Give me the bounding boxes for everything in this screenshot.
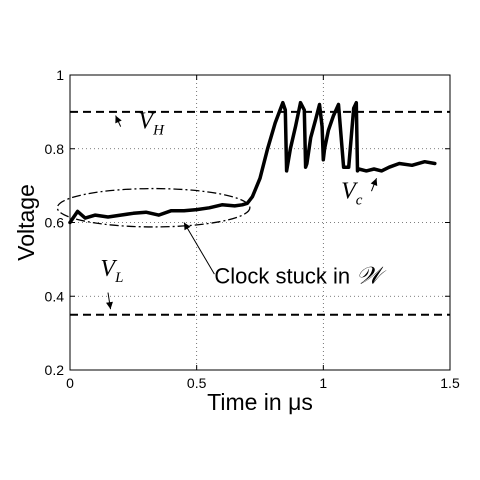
tick-marks <box>69 74 451 371</box>
clock-arrowhead <box>184 222 191 231</box>
y-tick-label: 1 <box>56 67 64 83</box>
clock-stuck-label: Clock stuck in 𝒲 <box>214 263 387 289</box>
x-axis-label: Time in μs <box>207 389 313 415</box>
vh-label: VH <box>138 108 165 138</box>
series-line-v-c <box>68 100 437 225</box>
annotations: VH VL Vc Clock stuck in 𝒲 <box>56 108 387 310</box>
tick-labels: 0 0.5 1 1.5 0.2 0.4 0.6 0.8 1 <box>45 67 460 391</box>
dash-dot-ellipse <box>56 187 251 228</box>
vh-arrowhead <box>115 115 122 124</box>
y-tick-label: 0.2 <box>45 362 65 378</box>
vc-label: Vc <box>341 179 363 209</box>
x-tick-label: 0.5 <box>187 375 207 391</box>
x-tick-label: 0 <box>66 375 74 391</box>
y-axis-label: Voltage <box>13 184 39 261</box>
reference-lines <box>70 110 450 316</box>
vl-label: VL <box>100 256 123 286</box>
vc-arrowhead <box>370 178 378 187</box>
y-tick-label: 0.4 <box>45 288 65 304</box>
grid-lines <box>70 75 450 370</box>
y-tick-label: 0.8 <box>45 141 65 157</box>
vl-arrowhead <box>106 301 113 310</box>
clock-arrow <box>183 222 215 275</box>
x-tick-label: 1 <box>319 375 327 391</box>
x-tick-label: 1.5 <box>440 375 460 391</box>
y-tick-label: 0.6 <box>45 215 65 231</box>
series-layer <box>68 100 437 225</box>
